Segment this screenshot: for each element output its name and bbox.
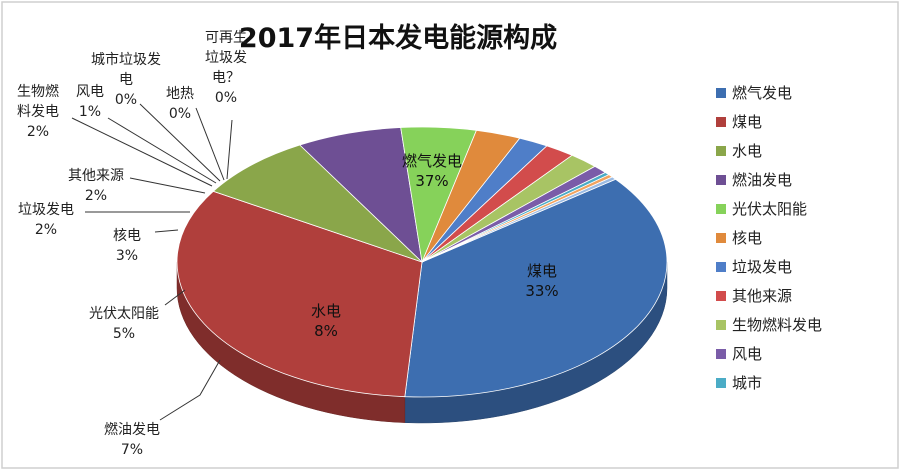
label-renew: 可再生垃圾发电？ 0%	[205, 30, 247, 106]
legend-label-垃圾发电: 垃圾发电	[732, 258, 792, 276]
label-geo: 地热 0%	[166, 86, 194, 122]
legend-swatch-煤电	[716, 117, 726, 127]
label-oil: 燃油发电 7%	[104, 421, 160, 458]
label-msw: 城市垃圾发电 0%	[91, 51, 161, 108]
legend-label-城市: 城市	[732, 374, 762, 392]
label-gas: 燃气发电 37%	[402, 152, 462, 190]
leader-line-1	[164, 289, 186, 306]
leader-line-2	[154, 229, 179, 233]
slice-燃气发电	[404, 178, 668, 398]
legend-label-风电: 风电	[732, 345, 762, 363]
legend-swatch-光伏太阳能	[716, 204, 726, 214]
legend-label-光伏太阳能: 光伏太阳能	[732, 200, 807, 218]
leader-line-5	[71, 117, 213, 187]
label-other: 其他来源 2%	[68, 168, 124, 204]
legend-swatch-燃气发电	[716, 88, 726, 98]
legend-label-其他来源: 其他来源	[732, 287, 792, 305]
label-coal: 煤电 33%	[525, 262, 558, 300]
legend-label-核电: 核电	[732, 229, 762, 247]
label-wind: 风电 1%	[76, 84, 104, 120]
legend-swatch-城市	[716, 378, 726, 388]
label-hydro: 水电 8%	[311, 302, 341, 340]
label-bio: 生物燃料发电 2%	[17, 83, 59, 140]
label-nuclear: 核电 3%	[113, 228, 141, 264]
legend-swatch-风电	[716, 349, 726, 359]
legend-swatch-其他来源	[716, 291, 726, 301]
leader-line-7	[139, 103, 221, 182]
legend-swatch-水电	[716, 146, 726, 156]
pie-slices	[176, 126, 668, 424]
legend-label-煤电: 煤电	[732, 113, 762, 131]
leader-line-4	[129, 177, 206, 194]
legend-label-燃油发电: 燃油发电	[732, 171, 792, 189]
legend-swatch-生物燃料发电	[716, 320, 726, 330]
leader-line-9	[226, 119, 233, 180]
leader-line-6	[107, 117, 217, 184]
legend-label-生物燃料发电: 生物燃料发电	[732, 316, 822, 334]
chart-title: 2017年日本发电能源构成	[239, 22, 557, 54]
legend-swatch-核电	[716, 233, 726, 243]
legend-swatch-燃油发电	[716, 175, 726, 185]
slice-燃油发电	[299, 127, 423, 264]
slice-水电	[212, 144, 423, 263]
legend-label-水电: 水电	[732, 142, 762, 160]
leader-line-0	[159, 359, 221, 421]
slice-可再生垃圾发电？	[421, 176, 617, 263]
legend-swatch-垃圾发电	[716, 262, 726, 272]
label-waste: 垃圾发电 2%	[18, 202, 74, 238]
leader-lines	[71, 103, 233, 421]
label-solar: 光伏太阳能 5%	[89, 306, 159, 342]
leader-line-8	[195, 107, 225, 181]
slice-煤电	[176, 190, 423, 398]
slice-labels: 燃气发电 37% 煤电 33% 水电 8% 燃油发电 7% 光伏太阳能 5% 核电 3% 垃圾发电 2%其…	[17, 30, 559, 458]
legend-label-燃气发电: 燃气发电	[732, 84, 792, 102]
